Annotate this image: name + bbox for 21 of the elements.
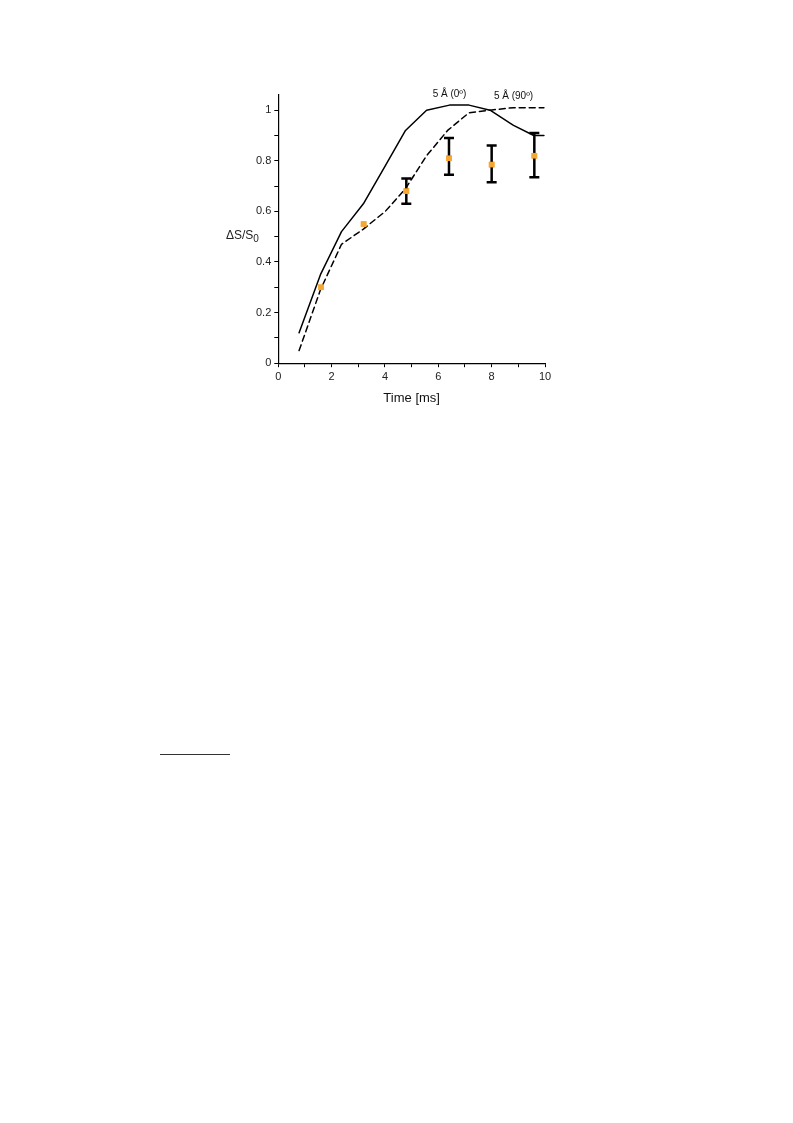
- y-tick-label: 0.6: [255, 204, 272, 217]
- x-axis-title: Time [ms]: [383, 389, 440, 405]
- x-tick-label: 8: [488, 369, 495, 382]
- y-tick-label: 1: [265, 103, 272, 116]
- y-axis-title: ΔS/S$_{0}$: [226, 228, 259, 245]
- series-label: 5 Å (0º): [432, 86, 467, 99]
- x-tick-label: 0: [275, 369, 282, 382]
- point: [531, 152, 538, 159]
- y-tick-label: 0: [265, 356, 272, 369]
- y-tick-label: 0.2: [255, 305, 272, 318]
- x-tick-label: 10: [538, 369, 552, 382]
- point: [318, 284, 324, 291]
- point: [360, 221, 367, 227]
- point: [446, 155, 452, 162]
- x-tick-label: 6: [435, 369, 442, 382]
- y-tick-label: 0.4: [255, 255, 272, 268]
- series-label: 5 Å (90º): [493, 89, 534, 102]
- x-tick-label: 2: [328, 369, 335, 382]
- point: [403, 188, 410, 194]
- x-tick-label: 4: [381, 369, 389, 382]
- y-tick-label: 0.8: [255, 153, 272, 166]
